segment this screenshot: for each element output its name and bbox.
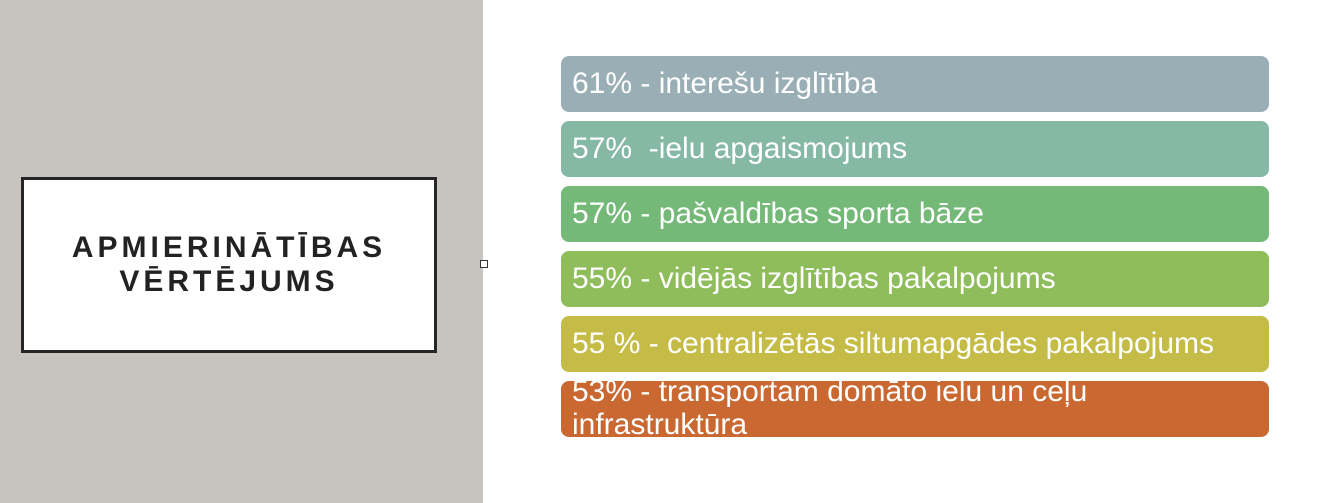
rating-item-label: 55 % - centralizētās siltumapgādes pakal… — [572, 327, 1214, 360]
resize-handle[interactable] — [480, 260, 488, 268]
rating-item-label: 61% - interešu izglītība — [572, 67, 878, 100]
rating-item-1[interactable]: 61% - interešu izglītība — [561, 56, 1269, 112]
rating-item-4[interactable]: 55% - vidējās izglītības pakalpojums — [561, 251, 1269, 307]
slide-title: APMIERINĀTĪBAS VĒRTĒJUMS — [71, 231, 387, 298]
rating-item-label: 57% -ielu apgaismojums — [572, 132, 908, 165]
rating-item-2[interactable]: 57% -ielu apgaismojums — [561, 121, 1269, 177]
rating-list: 61% - interešu izglītība 57% -ielu apgai… — [561, 56, 1269, 446]
rating-item-label: 57% - pašvaldības sporta bāze — [572, 197, 984, 230]
left-panel: APMIERINĀTĪBAS VĒRTĒJUMS — [0, 0, 483, 503]
rating-item-6[interactable]: 53% - transportam domāto ielu un ceļu in… — [561, 375, 1269, 441]
title-box[interactable]: APMIERINĀTĪBAS VĒRTĒJUMS — [21, 177, 437, 353]
rating-item-5[interactable]: 55 % - centralizētās siltumapgādes pakal… — [561, 316, 1269, 372]
rating-item-label: 53% - transportam domāto ielu un ceļu in… — [572, 375, 1088, 441]
rating-item-3[interactable]: 57% - pašvaldības sporta bāze — [561, 186, 1269, 242]
rating-item-label: 55% - vidējās izglītības pakalpojums — [572, 262, 1056, 295]
